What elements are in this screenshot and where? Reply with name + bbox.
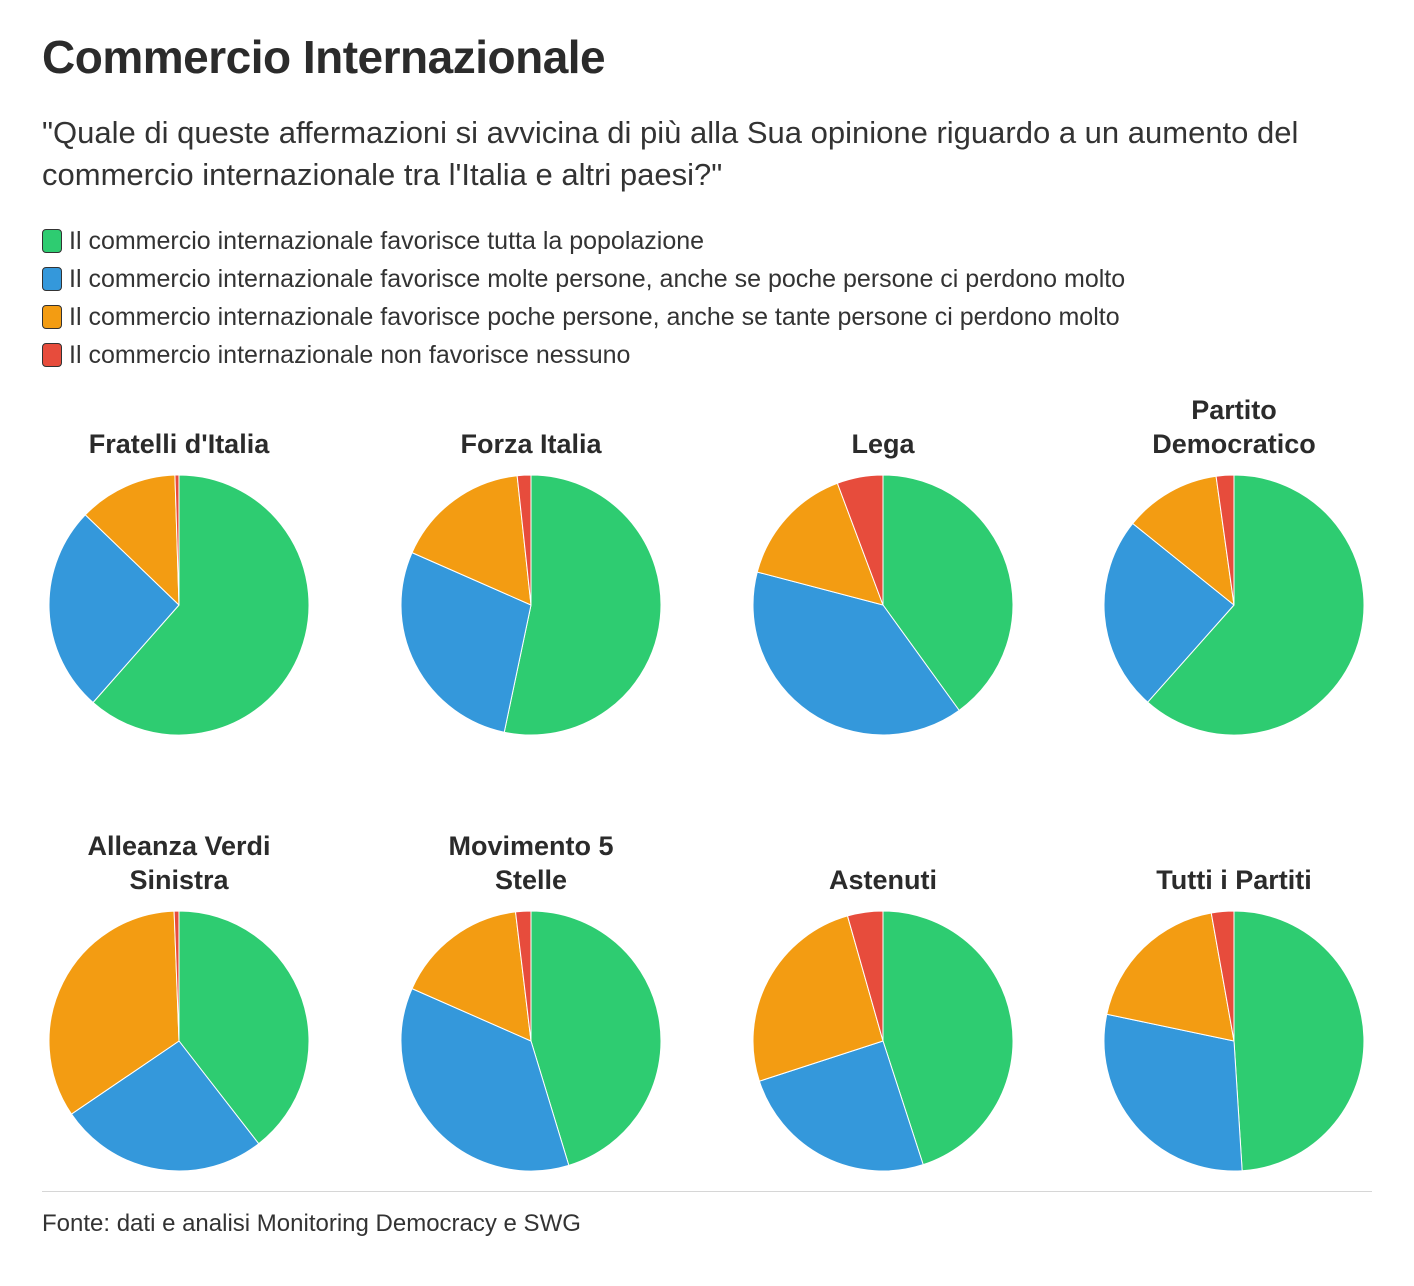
pie-slice xyxy=(1103,522,1235,703)
legend-item: Il commercio internazionale favorisce po… xyxy=(42,298,1382,336)
source-note: Fonte: dati e analisi Monitoring Democra… xyxy=(42,1210,581,1237)
pie-slice xyxy=(515,910,532,1042)
pie-title: Astenuti xyxy=(829,865,937,895)
pie-astenuti: Astenuti xyxy=(752,865,1014,1172)
legend-swatch xyxy=(42,267,62,291)
pie-title: Alleanza Verdi xyxy=(87,831,270,861)
pie-forza-italia: Forza Italia xyxy=(400,429,662,736)
legend-swatch xyxy=(42,305,62,329)
pie-title: Fratelli d'Italia xyxy=(89,429,270,459)
pie-slice xyxy=(758,1040,924,1172)
pie-slice xyxy=(836,474,884,606)
pie-slice xyxy=(752,571,960,736)
pie-slice xyxy=(48,910,180,1115)
pie-slice xyxy=(1215,474,1235,606)
pie-slice xyxy=(400,552,532,733)
pie-slice xyxy=(92,474,310,736)
pie-title: Partito xyxy=(1191,395,1277,425)
pie-slice xyxy=(411,911,532,1042)
pie-title: Democratico xyxy=(1152,429,1316,459)
pie-slice xyxy=(1106,912,1235,1042)
chart-subtitle: "Quale di queste affermazioni si avvicin… xyxy=(42,115,1299,192)
pie-slice xyxy=(756,482,884,606)
pie-slice xyxy=(84,474,180,606)
pie-slice xyxy=(178,910,310,1145)
pie-title: Movimento 5 xyxy=(448,831,613,861)
pie-title: Stelle xyxy=(495,865,567,895)
pie-movimento-5-stelle: Movimento 5 Stelle xyxy=(400,831,662,1172)
legend-swatch xyxy=(42,343,62,367)
pie-slice xyxy=(530,910,662,1166)
legend: Il commercio internazionale favorisce tu… xyxy=(42,222,1382,374)
chart-title: Commercio Internazionale xyxy=(42,31,606,83)
pie-title: Forza Italia xyxy=(460,429,602,459)
pie-lega: Lega xyxy=(752,429,1014,736)
legend-item: Il commercio internazionale favorisce tu… xyxy=(42,222,1382,260)
pie-partito-democratico: Partito Democratico xyxy=(1103,395,1365,736)
legend-label: Il commercio internazionale favorisce tu… xyxy=(69,226,705,255)
pie-slice xyxy=(1132,475,1235,606)
pie-slice xyxy=(847,910,884,1042)
pie-slice xyxy=(174,474,180,606)
pie-alleanza-verdi-sinistra: Alleanza Verdi Sinistra xyxy=(48,831,310,1172)
pie-tutti-i-partiti: Tutti i Partiti xyxy=(1103,865,1365,1172)
pie-slice xyxy=(1103,1013,1243,1172)
pie-slice xyxy=(1210,910,1235,1042)
pie-slice xyxy=(173,910,180,1042)
pie-slice xyxy=(882,474,1014,711)
pie-fratelli-d-italia: Fratelli d'Italia xyxy=(48,429,310,736)
pie-slice xyxy=(48,514,180,704)
pie-slice xyxy=(882,910,1014,1166)
pie-slice xyxy=(752,915,884,1082)
pie-slice xyxy=(1233,910,1365,1172)
pie-slice xyxy=(400,988,570,1172)
pie-slice xyxy=(503,474,662,736)
pie-title: Sinistra xyxy=(129,865,229,895)
pie-slice xyxy=(516,474,532,606)
legend-label: Il commercio internazionale favorisce mo… xyxy=(69,264,1126,293)
pie-slice xyxy=(1147,474,1365,736)
pie-title: Tutti i Partiti xyxy=(1156,865,1312,895)
legend-swatch xyxy=(42,229,62,253)
pie-title: Lega xyxy=(851,429,915,459)
footer-divider xyxy=(42,1191,1372,1192)
legend-label: Il commercio internazionale non favorisc… xyxy=(69,340,631,369)
legend-label: Il commercio internazionale favorisce po… xyxy=(69,302,1120,331)
legend-item: Il commercio internazionale non favorisc… xyxy=(42,336,1382,374)
pie-slice xyxy=(411,475,532,606)
legend-item: Il commercio internazionale favorisce mo… xyxy=(42,260,1382,298)
pie-slice xyxy=(70,1040,260,1172)
